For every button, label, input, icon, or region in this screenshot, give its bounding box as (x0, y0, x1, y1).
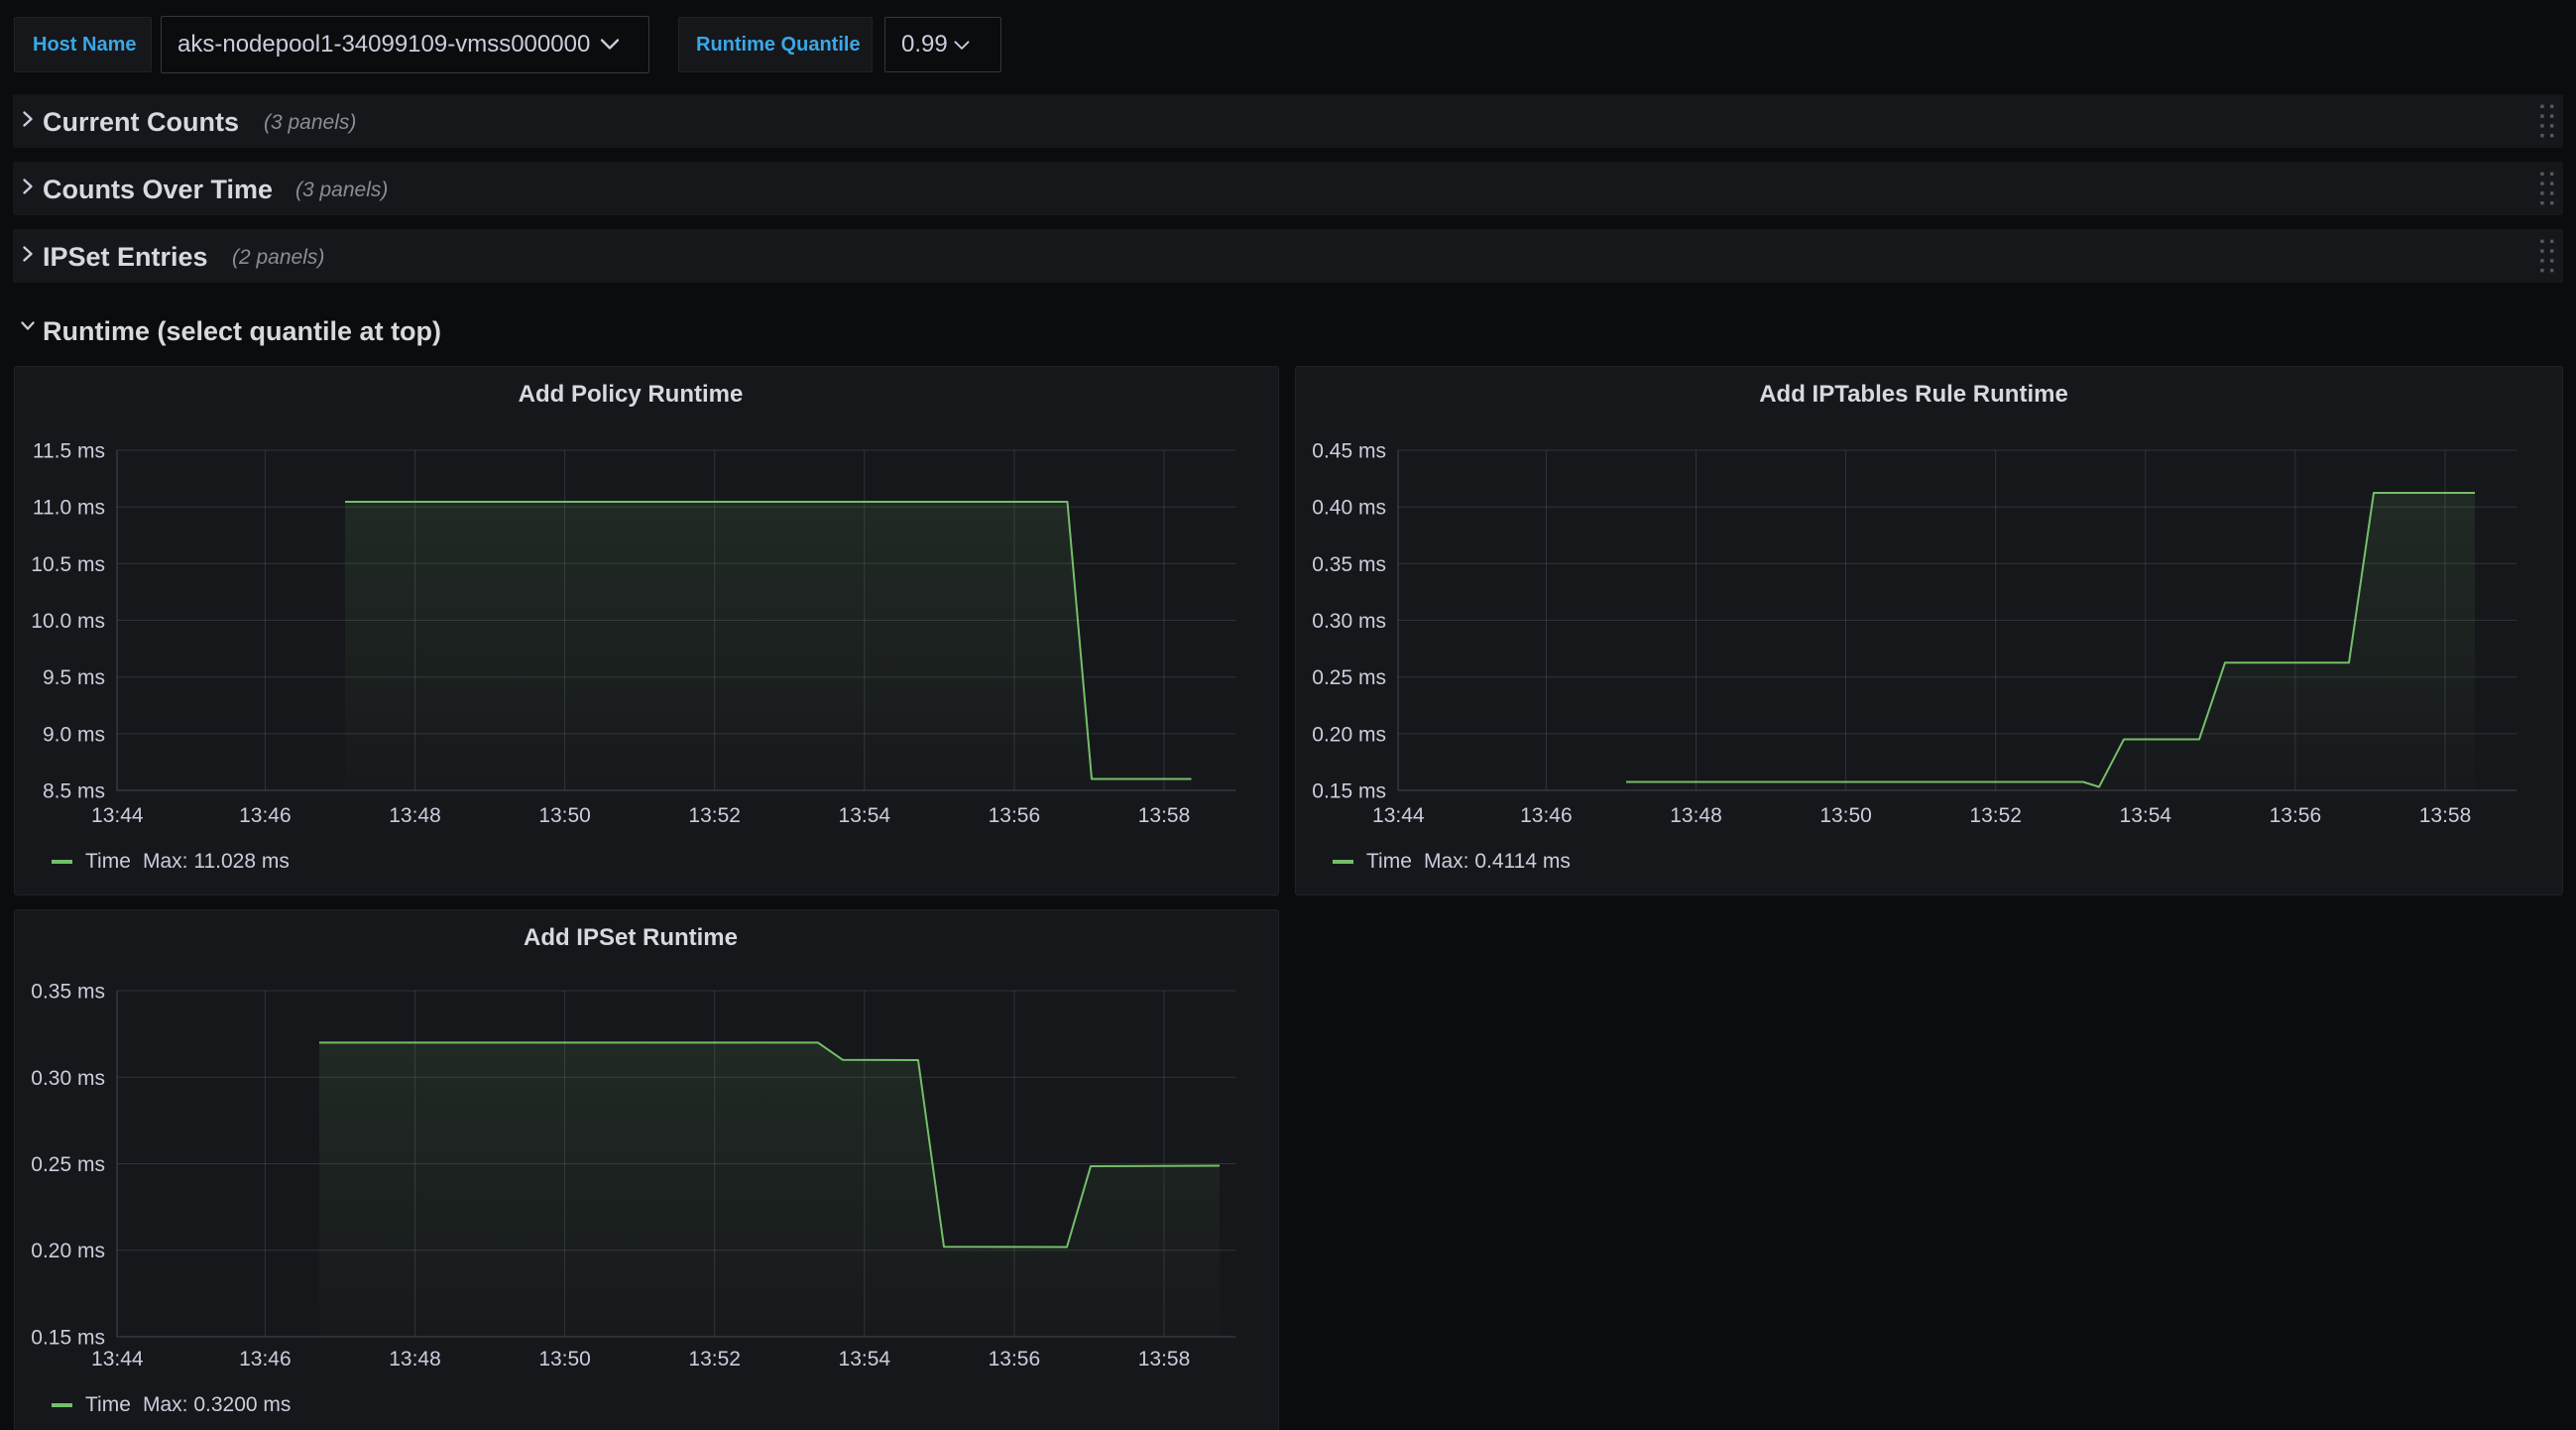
svg-text:13:44: 13:44 (1372, 804, 1425, 827)
svg-text:0.20 ms: 0.20 ms (31, 1240, 105, 1262)
svg-text:9.5 ms: 9.5 ms (43, 666, 105, 689)
svg-text:Max: 0.4114 ms: Max: 0.4114 ms (1424, 850, 1571, 873)
svg-text:0.35 ms: 0.35 ms (31, 981, 105, 1004)
svg-text:13:52: 13:52 (1969, 804, 2022, 827)
svg-text:13:50: 13:50 (1819, 804, 1872, 827)
svg-text:11.0 ms: 11.0 ms (33, 497, 105, 520)
svg-text:Max: 0.3200 ms: Max: 0.3200 ms (143, 1393, 291, 1416)
svg-text:13:46: 13:46 (1520, 804, 1573, 827)
svg-text:Add IPSet Runtime: Add IPSet Runtime (524, 924, 738, 951)
svg-text:0.15 ms: 0.15 ms (1312, 780, 1386, 803)
svg-text:13:52: 13:52 (688, 1348, 741, 1370)
svg-text:13:56: 13:56 (2270, 804, 2322, 827)
svg-text:13:44: 13:44 (91, 804, 144, 827)
svg-text:Max: 11.028 ms: Max: 11.028 ms (143, 850, 290, 873)
svg-text:13:46: 13:46 (239, 1348, 292, 1370)
svg-text:Time: Time (1366, 850, 1412, 873)
svg-text:11.5 ms: 11.5 ms (33, 440, 105, 463)
svg-text:13:48: 13:48 (389, 804, 441, 827)
svg-text:Time: Time (85, 1393, 131, 1416)
svg-text:13:44: 13:44 (91, 1348, 144, 1370)
svg-text:13:48: 13:48 (389, 1348, 441, 1370)
svg-text:0.45 ms: 0.45 ms (1312, 440, 1386, 463)
svg-text:13:54: 13:54 (2120, 804, 2172, 827)
svg-text:13:58: 13:58 (1138, 804, 1191, 827)
svg-text:13:58: 13:58 (1138, 1348, 1191, 1370)
svg-text:9.0 ms: 9.0 ms (43, 723, 105, 746)
svg-text:13:46: 13:46 (239, 804, 292, 827)
svg-text:0.25 ms: 0.25 ms (31, 1153, 105, 1176)
svg-text:10.5 ms: 10.5 ms (31, 553, 105, 576)
svg-text:13:52: 13:52 (688, 804, 741, 827)
svg-text:13:54: 13:54 (839, 804, 891, 827)
svg-text:Add IPTables Rule Runtime: Add IPTables Rule Runtime (1759, 381, 2068, 408)
svg-text:13:56: 13:56 (989, 804, 1041, 827)
svg-text:0.25 ms: 0.25 ms (1312, 666, 1386, 689)
svg-text:10.0 ms: 10.0 ms (31, 610, 105, 633)
svg-text:13:54: 13:54 (839, 1348, 891, 1370)
svg-text:0.15 ms: 0.15 ms (31, 1327, 105, 1350)
svg-text:Add Policy Runtime: Add Policy Runtime (519, 381, 744, 408)
svg-text:8.5 ms: 8.5 ms (43, 780, 105, 803)
svg-text:0.30 ms: 0.30 ms (1312, 610, 1386, 633)
svg-text:0.35 ms: 0.35 ms (1312, 553, 1386, 576)
svg-text:13:50: 13:50 (538, 1348, 591, 1370)
svg-text:13:58: 13:58 (2419, 804, 2472, 827)
svg-text:13:48: 13:48 (1670, 804, 1722, 827)
svg-text:0.20 ms: 0.20 ms (1312, 723, 1386, 746)
svg-text:0.30 ms: 0.30 ms (31, 1067, 105, 1090)
svg-text:13:56: 13:56 (989, 1348, 1041, 1370)
svg-text:13:50: 13:50 (538, 804, 591, 827)
svg-text:0.40 ms: 0.40 ms (1312, 497, 1386, 520)
svg-text:Time: Time (85, 850, 131, 873)
